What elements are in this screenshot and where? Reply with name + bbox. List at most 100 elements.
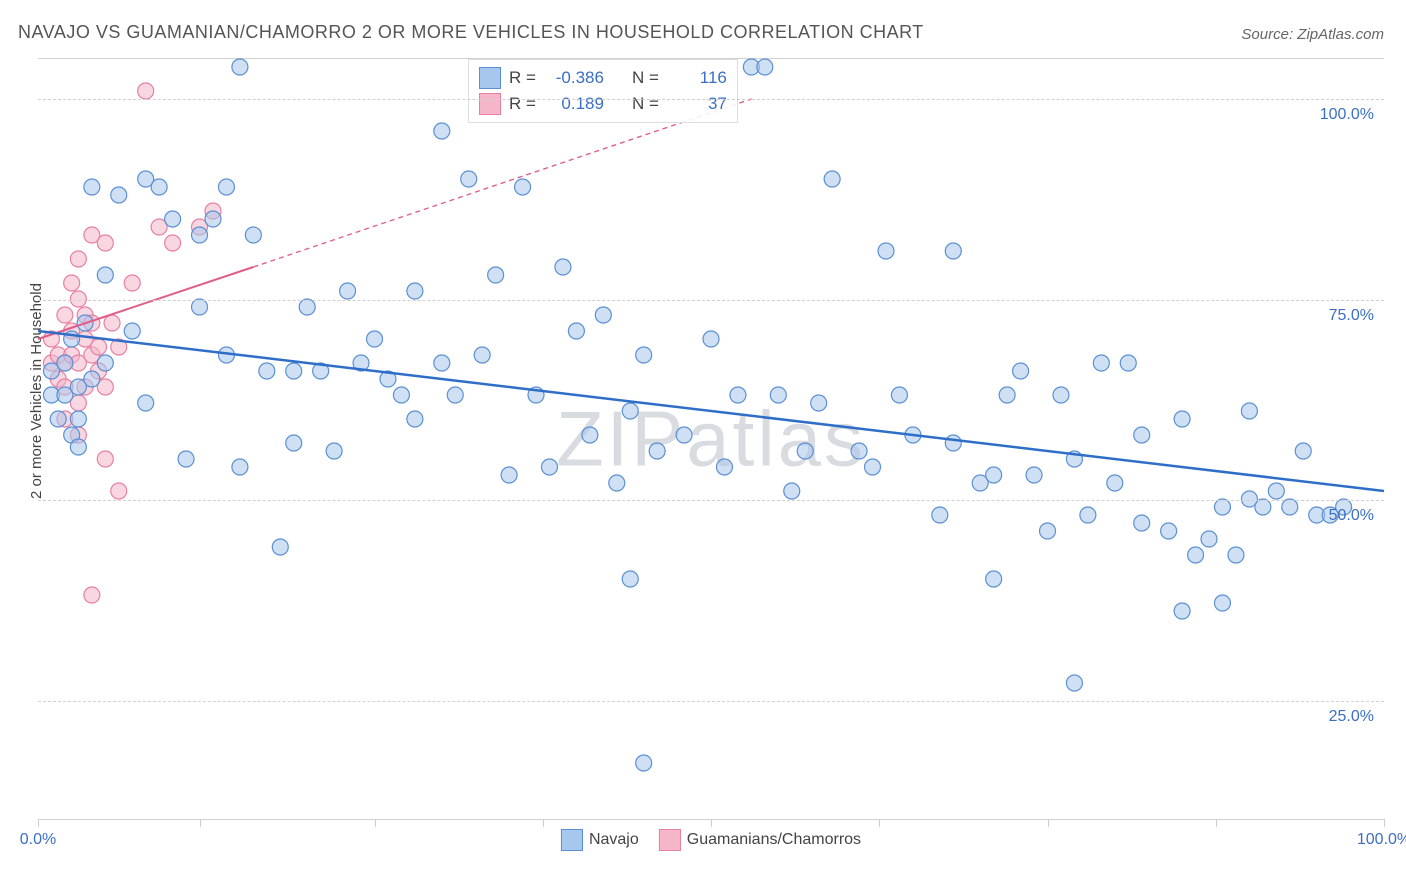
data-point <box>1282 499 1298 515</box>
data-point <box>932 507 948 523</box>
x-tick <box>879 819 880 827</box>
data-point <box>326 443 342 459</box>
data-point <box>1201 531 1217 547</box>
data-point <box>1040 523 1056 539</box>
x-tick <box>200 819 201 827</box>
data-point <box>1013 363 1029 379</box>
data-point <box>622 403 638 419</box>
data-point <box>797 443 813 459</box>
data-point <box>636 755 652 771</box>
data-point <box>1120 355 1136 371</box>
data-point <box>986 467 1002 483</box>
data-point <box>582 427 598 443</box>
data-point <box>474 347 490 363</box>
data-point <box>286 363 302 379</box>
data-point <box>286 435 302 451</box>
stats-n-label: N = <box>632 68 659 88</box>
data-point <box>111 483 127 499</box>
data-point <box>488 267 504 283</box>
y-tick-label: 25.0% <box>1329 708 1374 726</box>
x-tick <box>543 819 544 827</box>
data-point <box>891 387 907 403</box>
data-point <box>1080 507 1096 523</box>
data-point <box>1134 427 1150 443</box>
data-point <box>1268 483 1284 499</box>
data-point <box>91 339 107 355</box>
data-point <box>1066 675 1082 691</box>
x-tick-label: 0.0% <box>20 831 56 849</box>
data-point <box>340 283 356 299</box>
x-tick <box>1048 819 1049 827</box>
data-point <box>1174 411 1190 427</box>
data-point <box>232 459 248 475</box>
data-point <box>447 387 463 403</box>
data-point <box>622 571 638 587</box>
x-tick <box>711 819 712 827</box>
data-point <box>138 395 154 411</box>
data-point <box>636 347 652 363</box>
x-tick <box>1384 819 1385 827</box>
data-point <box>716 459 732 475</box>
data-point <box>205 211 221 227</box>
data-point <box>151 179 167 195</box>
data-point <box>1214 499 1230 515</box>
gridline-h <box>38 701 1384 702</box>
data-point <box>124 323 140 339</box>
stats-row-guam: R = 0.189 N = 37 <box>479 91 727 117</box>
stats-n-value-guam: 37 <box>667 94 727 114</box>
legend-item-navajo: Navajo <box>561 829 639 851</box>
data-point <box>1295 443 1311 459</box>
stats-legend: R = -0.386 N = 116 R = 0.189 N = 37 <box>468 59 738 123</box>
chart-title: NAVAJO VS GUAMANIAN/CHAMORRO 2 OR MORE V… <box>18 22 924 43</box>
x-tick <box>1216 819 1217 827</box>
plot-area: 2 or more Vehicles in Household ZIPatlas… <box>38 58 1384 820</box>
data-point <box>770 387 786 403</box>
gridline-h <box>38 300 1384 301</box>
gridline-h <box>38 500 1384 501</box>
data-point <box>138 83 154 99</box>
data-point <box>595 307 611 323</box>
x-tick <box>38 819 39 827</box>
data-point <box>757 59 773 75</box>
stats-swatch-guam <box>479 93 501 115</box>
data-point <box>1026 467 1042 483</box>
data-point <box>124 275 140 291</box>
data-point <box>393 387 409 403</box>
data-point <box>811 395 827 411</box>
x-tick <box>375 819 376 827</box>
data-point <box>192 227 208 243</box>
source-value: ZipAtlas.com <box>1297 26 1384 43</box>
data-point <box>878 243 894 259</box>
data-point <box>851 443 867 459</box>
data-point <box>111 187 127 203</box>
data-point <box>784 483 800 499</box>
trend-line-extrapolated <box>253 99 751 267</box>
data-point <box>97 355 113 371</box>
source-attribution: Source: ZipAtlas.com <box>1241 26 1384 43</box>
data-point <box>865 459 881 475</box>
data-point <box>165 235 181 251</box>
data-point <box>1093 355 1109 371</box>
gridline-h <box>38 99 1384 100</box>
legend-swatch-guam <box>659 829 681 851</box>
data-point <box>259 363 275 379</box>
data-point <box>1107 475 1123 491</box>
data-point <box>1134 515 1150 531</box>
legend-label-guam: Guamanians/Chamorros <box>687 831 861 849</box>
stats-row-navajo: R = -0.386 N = 116 <box>479 65 727 91</box>
data-point <box>568 323 584 339</box>
data-point <box>407 411 423 427</box>
data-point <box>218 179 234 195</box>
data-point <box>97 451 113 467</box>
data-point <box>945 435 961 451</box>
data-point <box>515 179 531 195</box>
legend-label-navajo: Navajo <box>589 831 639 849</box>
data-point <box>50 411 66 427</box>
data-point <box>70 411 86 427</box>
data-point <box>299 299 315 315</box>
data-point <box>676 427 692 443</box>
data-point <box>1241 403 1257 419</box>
data-point <box>703 331 719 347</box>
data-point <box>104 315 120 331</box>
data-point <box>84 371 100 387</box>
